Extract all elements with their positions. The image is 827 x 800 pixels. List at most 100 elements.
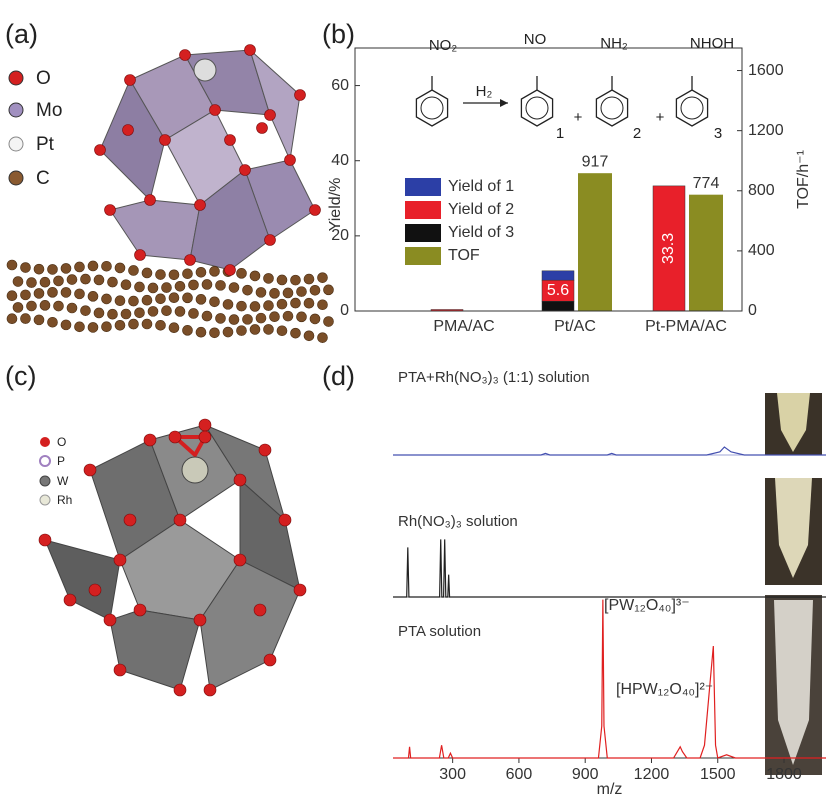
c-atom <box>34 288 44 298</box>
o-atom <box>135 250 146 261</box>
x-tick-label: 1500 <box>700 766 736 783</box>
legend-swatch <box>405 178 441 196</box>
c-atom <box>283 311 293 321</box>
c-atom <box>75 322 85 332</box>
legend-label: Yield of 2 <box>448 201 514 218</box>
c-atom <box>250 271 260 281</box>
c-atom <box>121 280 131 290</box>
c-atom <box>277 275 287 285</box>
c-atom <box>7 291 17 301</box>
c-atom <box>210 266 220 276</box>
c-atom <box>142 319 152 329</box>
value-label: 917 <box>582 153 609 170</box>
c-atom <box>156 294 166 304</box>
c-atom <box>148 306 158 316</box>
panel-label: (a) <box>5 19 38 49</box>
c-atom <box>169 293 179 303</box>
o-atom <box>257 123 268 134</box>
spectrum <box>393 447 826 455</box>
legend-label: P <box>57 454 65 468</box>
scheme-text: NHOH <box>690 35 734 52</box>
o-atom <box>114 664 126 676</box>
x-tick-label: 1200 <box>634 766 670 783</box>
x-tick-label: PMA/AC <box>433 318 494 335</box>
c-atom <box>264 301 274 311</box>
o-atom <box>294 584 306 596</box>
bar <box>689 195 723 311</box>
legend-symbol <box>40 437 50 447</box>
c-atom <box>189 308 199 318</box>
polyhedron <box>45 540 120 620</box>
c-atom <box>94 308 104 318</box>
y-axis-label: Yield/% <box>327 178 344 232</box>
c-atom <box>324 285 334 295</box>
o-atom <box>199 419 211 431</box>
c-atom <box>169 323 179 333</box>
c-atom <box>135 282 145 292</box>
legend-label: Rh <box>57 493 72 507</box>
c-atom <box>297 312 307 322</box>
c-atom <box>142 268 152 278</box>
c-atom <box>277 299 287 309</box>
o-atom <box>124 514 136 526</box>
c-atom <box>318 300 328 310</box>
c-atom <box>162 306 172 316</box>
c-atom <box>229 283 239 293</box>
legend-a: O Mo Pt C <box>9 68 62 189</box>
c-atom <box>310 285 320 295</box>
c-atom <box>81 306 91 316</box>
legend-symbol <box>9 71 23 85</box>
c-atom <box>183 269 193 279</box>
o-atom <box>145 195 156 206</box>
c-atom <box>40 300 50 310</box>
o-atom <box>265 110 276 121</box>
c-atom <box>129 296 139 306</box>
c-atom <box>54 276 64 286</box>
c-atom <box>21 314 31 324</box>
c-atom <box>196 327 206 337</box>
o-atom <box>125 75 136 86</box>
c-atom <box>129 319 139 329</box>
c-atom <box>75 289 85 299</box>
c-atom <box>21 263 31 273</box>
c-atom <box>61 263 71 273</box>
c-atom <box>223 299 233 309</box>
c-atom <box>27 278 37 288</box>
c-atom <box>88 322 98 332</box>
c-atom <box>156 270 166 280</box>
legend-label: TOF <box>448 247 480 264</box>
c-atom <box>156 320 166 330</box>
y2-tick-label: 800 <box>748 182 775 199</box>
legend-label: Yield of 1 <box>448 178 514 195</box>
c-atom <box>13 302 23 312</box>
o-atom <box>144 434 156 446</box>
scheme-text: 1 <box>556 125 564 142</box>
legend-symbol <box>9 103 23 117</box>
c-atom <box>13 277 23 287</box>
photos <box>765 393 822 775</box>
c-atom <box>7 260 17 270</box>
o-atom <box>234 554 246 566</box>
o-atom <box>134 604 146 616</box>
legend-swatch <box>405 247 441 265</box>
c-atom <box>148 283 158 293</box>
legend-symbol <box>40 456 50 466</box>
value-label: 774 <box>693 175 720 192</box>
c-atom <box>61 320 71 330</box>
o-atom <box>89 584 101 596</box>
polyhedron <box>110 200 200 260</box>
y2-tick-label: 400 <box>748 242 775 259</box>
c-atom <box>34 264 44 274</box>
scheme-text: NH₂ <box>600 35 628 52</box>
c-atom <box>75 262 85 272</box>
o-atom <box>264 654 276 666</box>
c-atom <box>256 313 266 323</box>
c-atom <box>129 265 139 275</box>
pt-atom <box>194 59 216 81</box>
y-tick-label: 60 <box>331 77 349 94</box>
x-tick-label: 300 <box>439 766 466 783</box>
c-atom <box>237 301 247 311</box>
o-atom <box>240 165 251 176</box>
c-atom <box>40 277 50 287</box>
c-atom <box>175 306 185 316</box>
